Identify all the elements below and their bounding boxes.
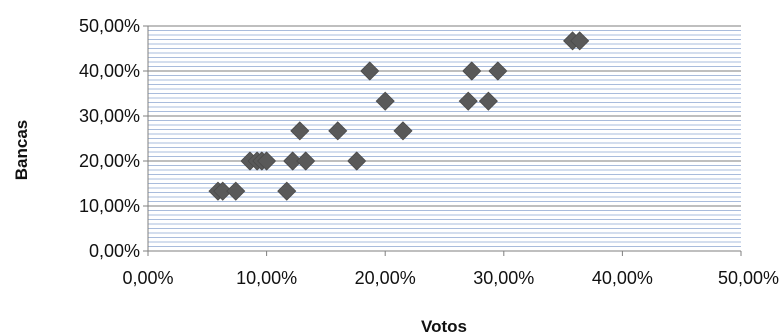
data-point-marker bbox=[296, 151, 316, 171]
data-point-marker bbox=[570, 31, 590, 51]
y-axis-title: Bancas bbox=[12, 120, 31, 180]
y-tick-label: 10,00% bbox=[79, 196, 140, 216]
x-tick-label: 30,00% bbox=[473, 268, 534, 288]
y-tick-label: 20,00% bbox=[79, 151, 140, 171]
data-point-marker bbox=[328, 121, 348, 141]
data-point-marker bbox=[360, 61, 380, 81]
x-tick-label: 40,00% bbox=[592, 268, 653, 288]
data-point-marker bbox=[393, 121, 413, 141]
data-point-marker bbox=[462, 61, 482, 81]
x-tick-label: 50,00% bbox=[718, 268, 779, 288]
data-point-marker bbox=[277, 181, 297, 201]
x-tick-label: 20,00% bbox=[355, 268, 416, 288]
y-tick-label: 0,00% bbox=[89, 241, 140, 261]
x-tick-labels: 0,00% 10,00% 20,00% 30,00% 40,00% 50,00% bbox=[122, 268, 779, 288]
y-tick-labels: 0,00% 10,00% 20,00% 30,00% 40,00% 50,00% bbox=[79, 16, 140, 261]
x-tick-label: 10,00% bbox=[236, 268, 297, 288]
data-point-marker bbox=[458, 91, 478, 111]
axes bbox=[143, 25, 742, 256]
y-tick-label: 50,00% bbox=[79, 16, 140, 36]
grid-lines bbox=[148, 25, 741, 247]
data-point-marker bbox=[283, 151, 303, 171]
data-points bbox=[208, 31, 590, 201]
data-point-marker bbox=[478, 91, 498, 111]
data-point-marker bbox=[213, 181, 233, 201]
data-point-marker bbox=[347, 151, 367, 171]
y-tick-label: 40,00% bbox=[79, 61, 140, 81]
data-point-marker bbox=[488, 61, 508, 81]
data-point-marker bbox=[375, 91, 395, 111]
data-point-marker bbox=[226, 181, 246, 201]
data-point-marker bbox=[257, 151, 277, 171]
x-axis-title: Votos bbox=[421, 317, 467, 336]
data-point-marker bbox=[290, 121, 310, 141]
x-tick-label: 0,00% bbox=[122, 268, 173, 288]
y-tick-label: 30,00% bbox=[79, 106, 140, 126]
